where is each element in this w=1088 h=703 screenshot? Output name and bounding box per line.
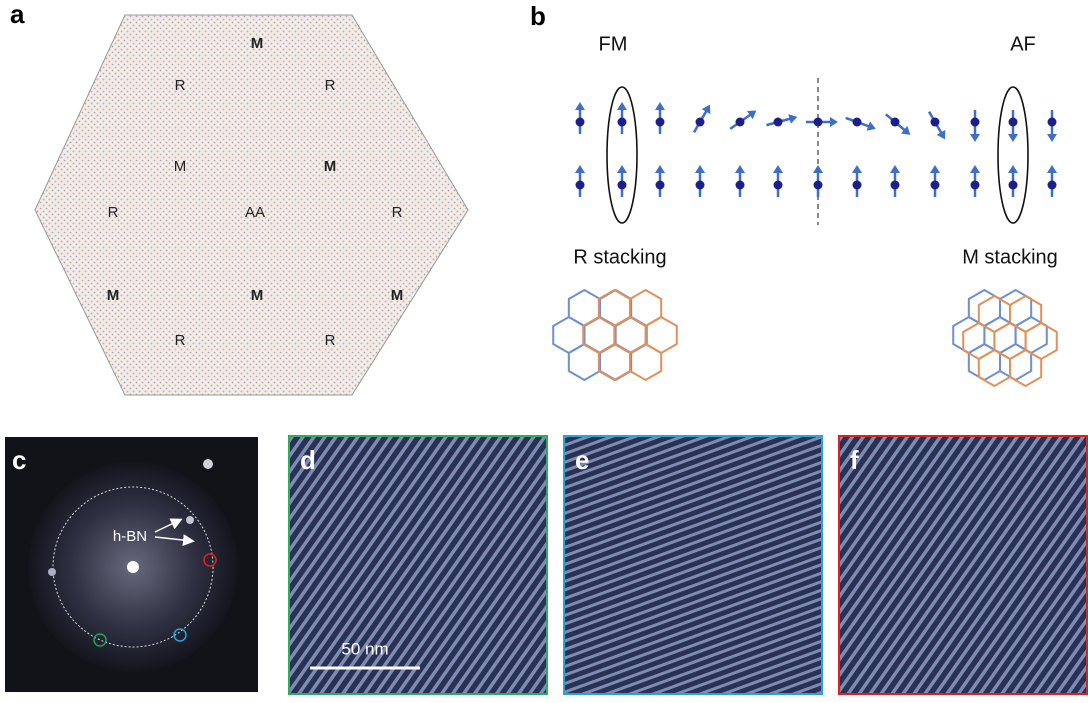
panel-label: f <box>850 445 859 475</box>
spin-site <box>853 181 862 190</box>
spin-site <box>618 118 627 127</box>
hexagon <box>1010 350 1041 386</box>
spin-site <box>774 118 783 127</box>
panel-label: c <box>12 445 26 475</box>
region-label: M <box>107 287 120 304</box>
spin-site <box>891 118 900 127</box>
region-label: R <box>175 77 186 94</box>
spin-site <box>618 181 627 190</box>
hexagon <box>599 344 630 380</box>
spot <box>48 568 56 576</box>
spin-arrowhead <box>735 165 745 173</box>
spin-site <box>656 181 665 190</box>
spin-arrowhead <box>890 165 900 173</box>
microscopy-image <box>564 436 822 694</box>
spin-site <box>814 118 823 127</box>
spin-arrowhead <box>655 102 665 110</box>
region-label: R <box>325 77 336 94</box>
stacking-lattices <box>553 290 1057 386</box>
spin-site <box>1048 181 1057 190</box>
spin-arrowhead <box>1008 165 1018 173</box>
hexagon <box>599 290 630 326</box>
region-label: M <box>251 35 264 52</box>
spin-site <box>1009 118 1018 127</box>
panel-label: a <box>10 0 25 29</box>
microscopy-image <box>839 436 1087 694</box>
spin-site <box>696 118 705 127</box>
spin-arrowhead <box>830 117 838 127</box>
spot <box>186 516 194 524</box>
region-label: R <box>392 204 403 221</box>
hexagon <box>1010 296 1041 332</box>
spin-arrowhead <box>1047 165 1057 173</box>
spin-site <box>931 181 940 190</box>
hexagon <box>630 344 661 380</box>
spin-arrowhead <box>695 165 705 173</box>
hexagon <box>569 290 600 326</box>
spin-arrowhead <box>1008 134 1018 142</box>
spin-arrowhead <box>852 165 862 173</box>
spin-arrowhead <box>1047 134 1057 142</box>
spin-site <box>1009 181 1018 190</box>
spin-site <box>656 118 665 127</box>
spin-site <box>971 118 980 127</box>
spin-site <box>736 181 745 190</box>
spin-site <box>696 181 705 190</box>
spin-arrowhead <box>970 165 980 173</box>
hexagon <box>979 296 1010 332</box>
spin-site <box>736 118 745 127</box>
hexagon <box>569 344 600 380</box>
spin-arrowhead <box>655 165 665 173</box>
spin-site <box>576 181 585 190</box>
annotation: h-BN <box>113 528 147 545</box>
order-label: AF <box>1010 33 1036 55</box>
panel-label: d <box>300 445 316 475</box>
stacking-label: M stacking <box>962 246 1058 268</box>
spin-site <box>971 181 980 190</box>
region-label: R <box>325 332 336 349</box>
hexagon <box>630 290 661 326</box>
region-label: R <box>108 204 119 221</box>
panel-label: e <box>575 445 589 475</box>
spin-chain <box>575 102 1057 197</box>
af-highlight <box>998 87 1028 223</box>
spin-site <box>931 118 940 127</box>
spin-site <box>1048 118 1057 127</box>
spin-arrowhead <box>930 165 940 173</box>
spin-arrowhead <box>617 102 627 110</box>
spin-site <box>891 181 900 190</box>
microscopy-image <box>289 436 547 694</box>
panel-label: b <box>530 1 546 31</box>
spin-arrowhead <box>575 165 585 173</box>
spin-arrowhead <box>813 165 823 173</box>
spin-arrowhead <box>970 134 980 142</box>
region-label: M <box>391 287 404 304</box>
figure: a M R R M M R AA R M M M R R b FM AF R stacking M st… <box>0 0 1088 698</box>
region-label: M <box>174 158 187 175</box>
hexagon <box>979 350 1010 386</box>
spin-arrowhead <box>788 114 797 124</box>
region-label: M <box>324 158 337 175</box>
central-spot <box>127 561 139 573</box>
spin-site <box>814 181 823 190</box>
spin-arrowhead <box>575 102 585 110</box>
spin-site <box>853 118 862 127</box>
spin-site <box>576 118 585 127</box>
spin-arrowhead <box>617 165 627 173</box>
spin-site <box>774 181 783 190</box>
spot <box>203 459 213 469</box>
stacking-label: R stacking <box>573 246 666 268</box>
region-label: M <box>251 287 264 304</box>
spin-arrowhead <box>773 165 783 173</box>
region-label: AA <box>245 204 265 221</box>
region-label: R <box>175 332 186 349</box>
page: a M R R M M R AA R M M M R R b FM AF R stacking M st… <box>0 0 1088 703</box>
scale-bar-label: 50 nm <box>341 639 388 658</box>
order-label: FM <box>599 33 628 55</box>
